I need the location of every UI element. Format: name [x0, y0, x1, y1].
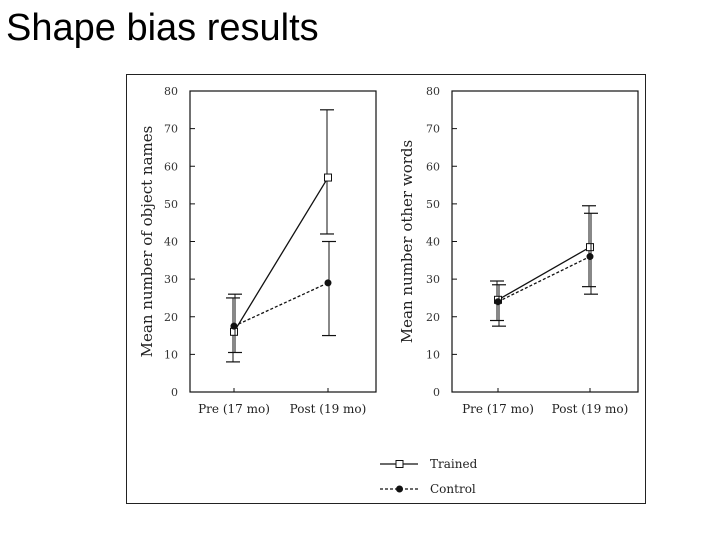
y-tick-label: 50 — [426, 198, 440, 211]
y-tick-label: 30 — [164, 273, 178, 286]
y-tick-label: 30 — [426, 273, 440, 286]
series-line-control — [497, 255, 591, 303]
x-tick-label: Post (19 mo) — [290, 402, 367, 416]
plot-area-2 — [451, 90, 639, 393]
y-tick-label: 20 — [426, 311, 440, 324]
y-tick-label: 70 — [164, 123, 178, 136]
y-tick-label: 10 — [164, 348, 178, 361]
y-axis-title: Mean number of object names — [138, 126, 156, 358]
x-tick-label: Pre (17 mo) — [462, 402, 534, 416]
y-tick-label: 60 — [426, 160, 440, 173]
series-line-trained — [233, 177, 329, 333]
data-point-control — [586, 253, 594, 261]
y-tick-label: 0 — [171, 386, 178, 399]
legend-label-trained: Trained — [430, 457, 478, 471]
y-axis-title: Mean number other words — [398, 140, 416, 343]
data-point-trained — [586, 243, 594, 252]
slide-title: Shape bias results — [6, 7, 319, 49]
y-tick-label: 60 — [164, 160, 178, 173]
data-point-control — [230, 322, 238, 330]
plot-area-1 — [189, 90, 377, 393]
y-tick-label: 40 — [426, 236, 440, 249]
y-tick-label: 40 — [164, 236, 178, 249]
legend-label-control: Control — [430, 482, 476, 496]
y-tick-label: 80 — [164, 85, 178, 98]
y-tick-label: 70 — [426, 123, 440, 136]
y-tick-label: 10 — [426, 348, 440, 361]
y-tick-label: 80 — [426, 85, 440, 98]
legend-marker-trained — [395, 460, 404, 468]
series-line-control — [233, 282, 329, 327]
x-tick-label: Post (19 mo) — [552, 402, 629, 416]
data-point-control — [494, 298, 502, 306]
y-tick-label: 20 — [164, 311, 178, 324]
figure-panel — [126, 74, 646, 504]
y-tick-label: 0 — [433, 386, 440, 399]
y-tick-label: 50 — [164, 198, 178, 211]
data-point-trained — [324, 173, 332, 182]
legend-marker-control — [396, 485, 403, 493]
x-tick-label: Pre (17 mo) — [198, 402, 270, 416]
series-line-trained — [497, 246, 591, 301]
data-point-control — [324, 279, 332, 287]
